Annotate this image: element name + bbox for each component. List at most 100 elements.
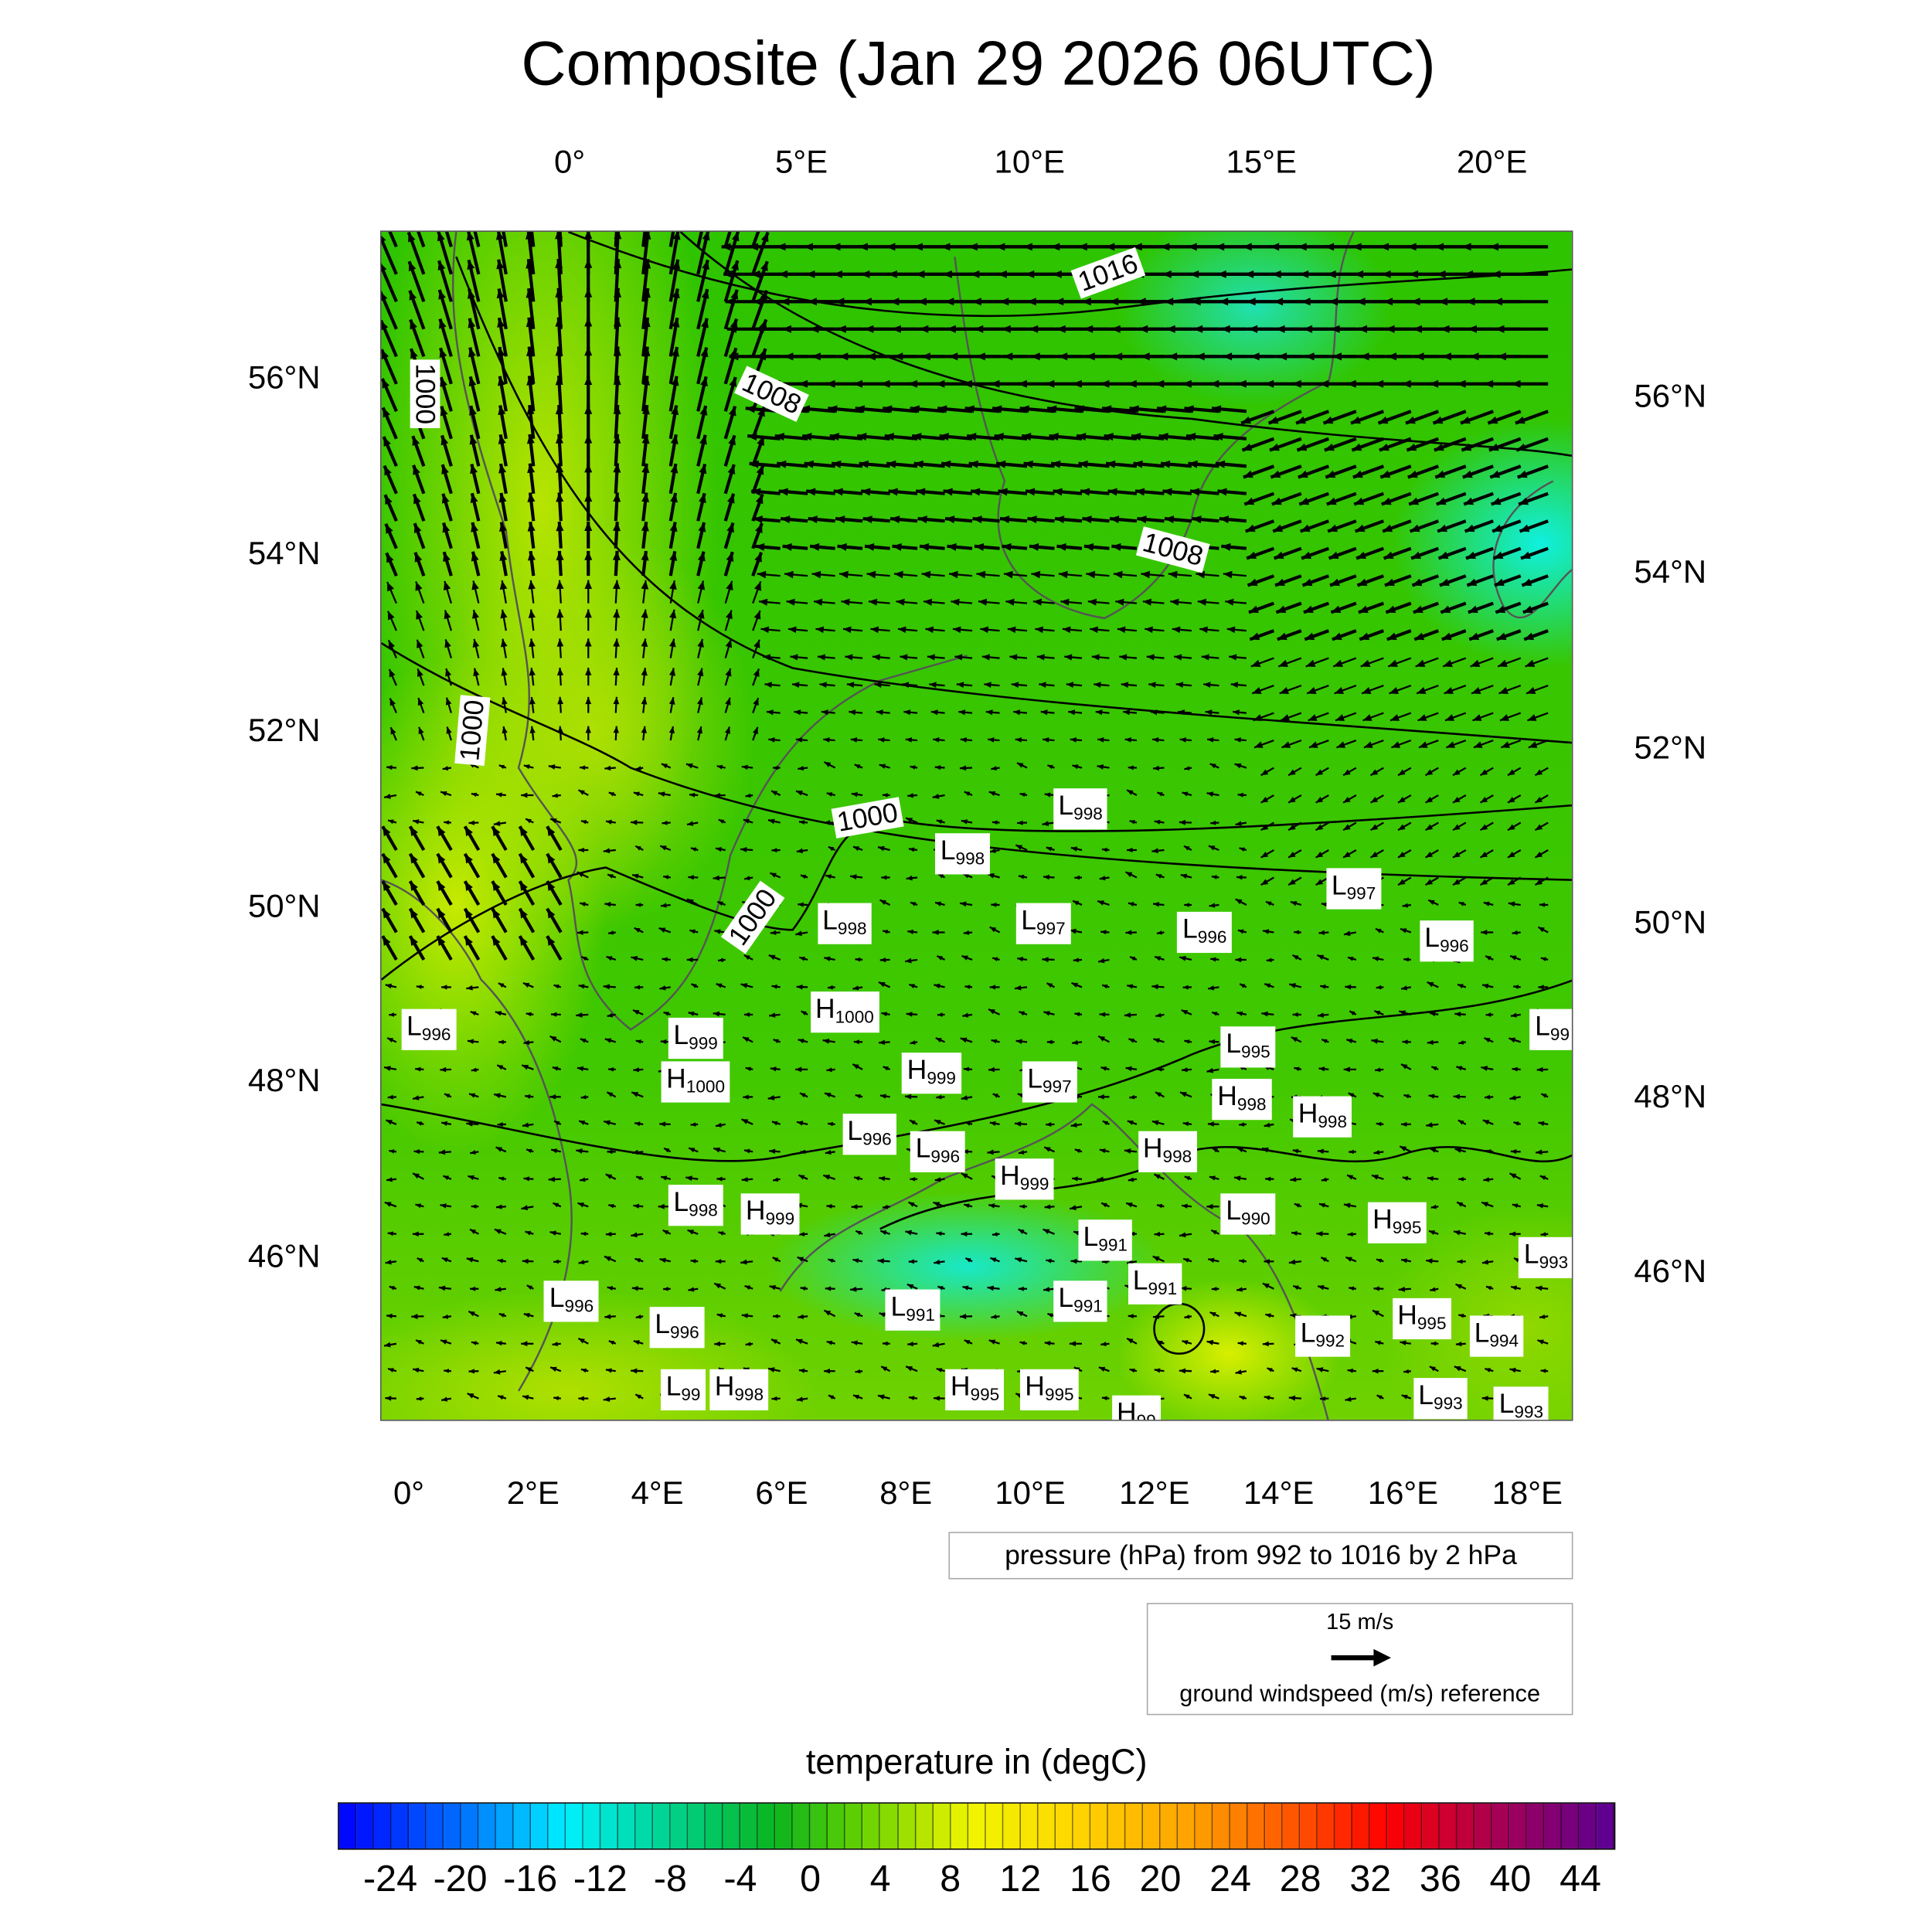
center-value: 997 (1346, 883, 1376, 903)
wind-arrow (498, 434, 508, 467)
wind-arrow (441, 493, 453, 522)
colorbar-swatch (1160, 1803, 1178, 1849)
wind-arrow (1403, 1369, 1411, 1374)
colorbar-swatch (1544, 1803, 1563, 1849)
wind-arrow (825, 1149, 835, 1155)
wind-arrow (1305, 657, 1329, 668)
wind-arrow (798, 1314, 808, 1319)
wind-arrow (1184, 766, 1192, 770)
wind-arrow (800, 874, 808, 879)
plot-title: Composite (Jan 29 2026 06UTC) (521, 29, 1436, 99)
wind-arrow (815, 626, 835, 634)
wind-arrow (1346, 1039, 1357, 1044)
wind-arrow (1145, 626, 1165, 634)
wind-arrow (470, 492, 481, 522)
colorbar-swatch (1509, 1803, 1527, 1849)
wind-arrow (1237, 792, 1247, 798)
wind-arrow (641, 522, 649, 549)
wind-arrow (852, 1258, 863, 1264)
pressure-center-label: L991 (1053, 1281, 1108, 1322)
wind-arrow (688, 1287, 699, 1292)
wind-arrow (1181, 1067, 1192, 1073)
wind-arrow (668, 726, 675, 741)
wind-arrow (862, 515, 890, 524)
wind-arrow (696, 231, 703, 247)
wind-arrow (1066, 682, 1083, 688)
wind-arrow (771, 1396, 781, 1401)
wind-arrow (934, 765, 945, 770)
wind-arrow (550, 1148, 562, 1154)
wind-arrow (1342, 794, 1357, 804)
wind-arrow (584, 522, 593, 549)
wind-arrow (1350, 410, 1385, 425)
wind-arrow (1182, 1121, 1192, 1127)
wind-arrow (1465, 546, 1494, 560)
center-type: H (1217, 1080, 1237, 1112)
center-type: L (1498, 1387, 1515, 1420)
wind-arrow (1510, 1012, 1521, 1018)
wind-arrow (471, 580, 480, 604)
wind-arrow (1345, 1256, 1357, 1263)
wind-arrow (1460, 410, 1494, 425)
isobar-label: 1000 (410, 359, 441, 428)
wind-arrow (1043, 1287, 1055, 1292)
wind-arrow (1154, 819, 1165, 825)
wind-arrow (496, 288, 508, 330)
center-value: 991 (1073, 1296, 1103, 1316)
wind-arrow (408, 825, 426, 852)
wind-arrow (1361, 685, 1384, 695)
wind-arrow (1437, 519, 1467, 533)
wind-arrow (1287, 794, 1302, 804)
center-value: 996 (930, 1146, 961, 1167)
wind-arrow (497, 317, 508, 357)
wind-arrow (472, 638, 480, 658)
wind-arrow (1179, 955, 1192, 961)
wind-arrow (527, 550, 536, 577)
wind-arrow (1127, 984, 1138, 989)
wind-arrow (607, 1149, 616, 1155)
wind-arrow (713, 1011, 726, 1017)
wind-arrow (1325, 464, 1357, 479)
wind-arrow (383, 794, 397, 799)
wind-arrow (411, 1314, 424, 1319)
colorbar-swatch (1597, 1803, 1614, 1849)
wind-arrow (605, 819, 616, 825)
wind-arrow (801, 1010, 808, 1015)
wind-arrow (824, 1232, 835, 1238)
wind-arrow (849, 709, 863, 716)
wind-arrow (809, 543, 835, 551)
wind-arrow (1440, 601, 1467, 614)
center-value: 991 (1098, 1234, 1128, 1255)
wind-arrow (381, 880, 398, 906)
wind-arrow (852, 1063, 863, 1070)
wind-arrow (754, 543, 781, 551)
wind-arrow (633, 1203, 644, 1209)
wind-arrow (634, 845, 644, 851)
wind-arrow (1013, 709, 1028, 716)
wind-arrow (989, 848, 1000, 854)
wind-arrow (387, 1367, 397, 1372)
wind-arrow (557, 726, 563, 741)
wind-arrow (527, 463, 536, 494)
wind-arrow (577, 1066, 589, 1072)
wind-arrow (1016, 1310, 1028, 1318)
wind-arrow (751, 406, 766, 440)
colorbar-swatch (1317, 1803, 1335, 1849)
center-value: 992 (1315, 1331, 1345, 1352)
map-panel[interactable]: 1016 1008 1008 1000 1000 1000 1000 L998 L998 L99… (379, 230, 1573, 1421)
wind-arrow (659, 1257, 671, 1264)
wind-arrow (1536, 1149, 1549, 1155)
wind-arrow (1014, 985, 1028, 991)
wind-arrow (1236, 1011, 1247, 1016)
wind-arrow (696, 376, 708, 412)
wind-arrow (769, 1148, 781, 1155)
wind-arrow (1239, 1122, 1247, 1127)
wind-arrow (905, 1366, 918, 1372)
wind-arrow (613, 492, 621, 522)
pressure-center-label: H998 (1293, 1096, 1352, 1138)
wind-arrow (752, 726, 759, 741)
wind-arrow (1043, 1011, 1055, 1016)
wind-arrow (1174, 654, 1192, 661)
colorbar-tick-label: -8 (653, 1858, 687, 1900)
wind-arrow (1488, 437, 1522, 452)
